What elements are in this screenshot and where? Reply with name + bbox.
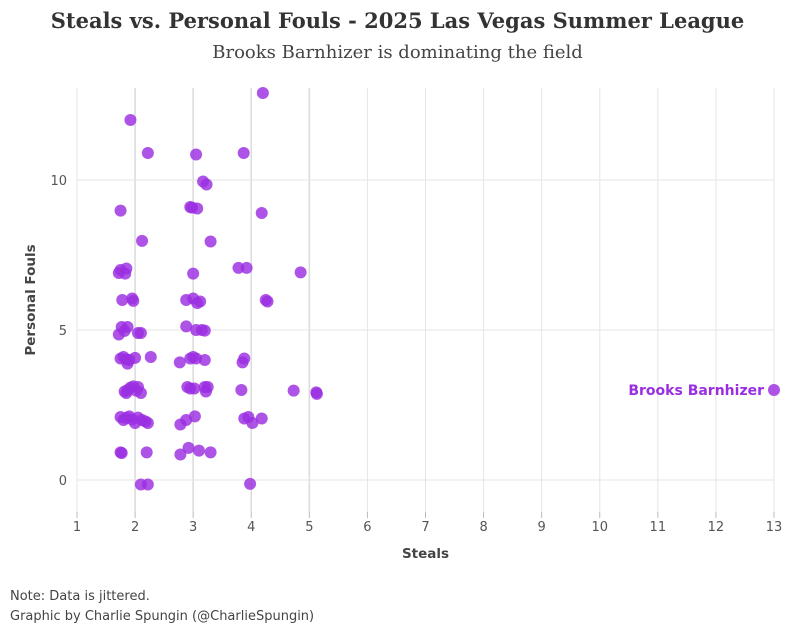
y-tick-label: 5 (59, 324, 67, 339)
data-point (173, 356, 186, 369)
data-point (201, 381, 214, 393)
x-tick-label: 5 (305, 520, 313, 535)
data-point (256, 87, 269, 99)
x-tick-label: 12 (708, 520, 725, 535)
chart-subtitle: Brooks Barnhizer is dominating the field (212, 42, 583, 63)
data-point (188, 410, 201, 423)
data-point (114, 446, 127, 459)
x-tick-label: 11 (650, 520, 667, 535)
caption-credit: Graphic by Charlie Spungin (@CharlieSpun… (10, 609, 315, 624)
data-point (237, 147, 250, 159)
data-point (136, 234, 149, 247)
x-tick-label: 9 (538, 520, 546, 535)
data-point (310, 387, 323, 400)
x-tick-label: 1 (73, 520, 81, 535)
grid-lines (76, 88, 775, 512)
data-point (204, 446, 217, 459)
data-point (141, 147, 154, 159)
data-point (129, 351, 142, 364)
data-point (124, 114, 137, 126)
data-point (134, 327, 147, 339)
data-point (198, 354, 211, 366)
data-point (238, 352, 251, 365)
data-point (114, 204, 127, 217)
data-point (194, 295, 207, 308)
x-tick-label: 7 (421, 520, 429, 535)
data-point (240, 261, 253, 274)
data-point (144, 351, 157, 363)
x-axis-ticks: 1 2 3 4 5 6 7 8 9 10 11 12 13 (73, 512, 782, 535)
annotation-label: Brooks Barnhizer (628, 383, 764, 399)
data-point (120, 262, 133, 275)
data-point (235, 384, 248, 396)
y-axis-label: Personal Fouls (23, 244, 39, 355)
data-point (255, 207, 268, 219)
x-tick-label: 2 (131, 520, 139, 535)
data-point (287, 384, 300, 397)
data-point (134, 387, 147, 399)
data-point (141, 417, 154, 429)
data-point (261, 295, 274, 308)
x-tick-label: 10 (591, 520, 608, 535)
annotations: Brooks Barnhizer (628, 383, 764, 399)
data-point (192, 444, 205, 457)
data-point (116, 294, 129, 306)
data-point (768, 384, 780, 396)
x-tick-label: 3 (189, 520, 197, 535)
data-point (244, 477, 257, 490)
chart-title: Steals vs. Personal Fouls - 2025 Las Veg… (50, 8, 745, 33)
data-point (255, 412, 268, 425)
x-tick-label: 13 (766, 520, 783, 535)
data-point (180, 320, 193, 333)
data-point (200, 178, 213, 191)
data-point (120, 387, 133, 399)
data-point (182, 441, 195, 454)
data-points (112, 87, 780, 491)
data-point (127, 294, 140, 307)
x-tick-label: 6 (363, 520, 371, 535)
data-point (121, 321, 134, 333)
x-tick-label: 4 (247, 520, 255, 535)
x-axis-label: Steals (402, 546, 449, 562)
caption-note: Note: Data is jittered. (10, 589, 150, 604)
data-point (246, 417, 259, 429)
data-point (174, 448, 187, 461)
data-point (187, 267, 200, 280)
data-point (188, 382, 201, 395)
y-tick-label: 10 (50, 174, 67, 189)
data-point (204, 235, 217, 248)
y-axis-ticks: 0 5 10 (50, 174, 67, 489)
y-tick-label: 0 (59, 474, 67, 489)
data-point (198, 324, 211, 337)
data-point (190, 148, 203, 161)
data-point (191, 202, 204, 215)
data-point (294, 266, 307, 279)
data-point (140, 446, 153, 459)
data-point (141, 478, 154, 491)
x-tick-label: 8 (479, 520, 487, 535)
